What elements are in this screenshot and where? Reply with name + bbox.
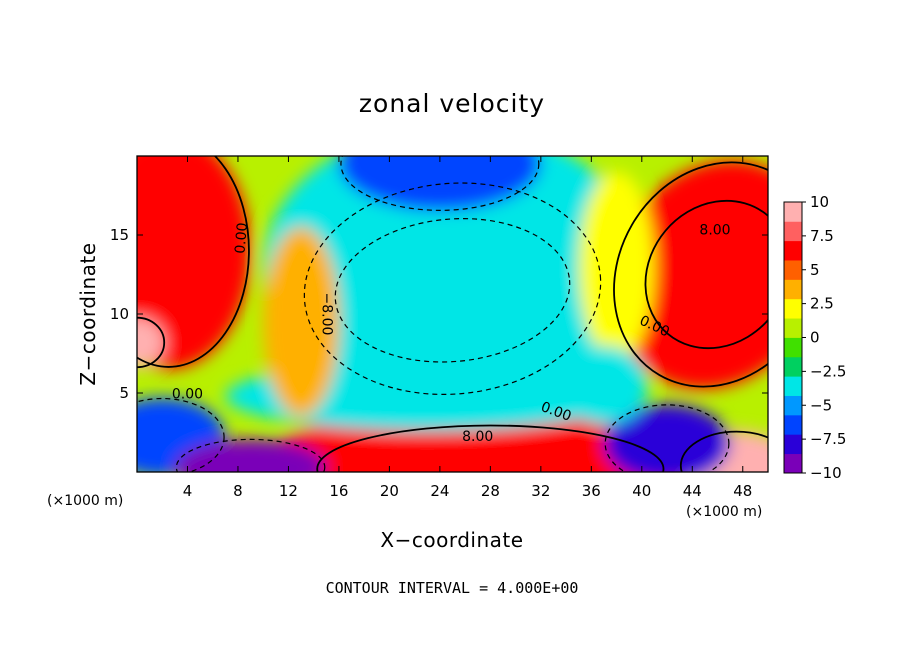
x-tick-label-7: 32	[531, 482, 550, 500]
colorbar-segment-0	[784, 453, 802, 474]
colorbar-segment-7	[784, 318, 802, 338]
contour-line-8	[316, 424, 665, 472]
contour-line-5	[613, 161, 768, 388]
colorbar-segment-5	[784, 356, 802, 377]
x-tick-label-1: 8	[233, 482, 243, 500]
colorbar-segment-6	[784, 337, 802, 358]
colorbar-segment-13	[784, 202, 802, 222]
colorbar-segment-3	[784, 395, 802, 416]
contour-line-6	[137, 156, 250, 368]
x-tick-label-2: 12	[279, 482, 298, 500]
colorbar-tick-label-5: −2.5	[810, 362, 846, 380]
x-axis-label: X−coordinate	[380, 528, 523, 552]
colorbar-segment-2	[784, 414, 802, 435]
colorbar-tick-label-7: −7.5	[810, 430, 846, 448]
colorbar-tick-label-8: −10	[810, 464, 842, 482]
field-region-6	[137, 156, 251, 370]
colorbar-tick-label-0: 10	[810, 193, 829, 211]
colorbar-tick-label-1: 7.5	[810, 227, 834, 245]
contour-line-4	[644, 199, 768, 350]
colorbar-tick-label-3: 2.5	[810, 295, 834, 313]
colorbar-segment-1	[784, 434, 802, 455]
contour-label-1: 0.00	[172, 387, 203, 403]
field-region-14	[603, 404, 731, 472]
x-tick-label-0: 4	[183, 482, 193, 500]
x-tick-label-5: 24	[430, 482, 449, 500]
x-unit-left: (×1000 m)	[47, 493, 123, 509]
colorbar-tick-label-2: 5	[810, 261, 820, 279]
plot-area: 0.000.000.000.008.008.00−8.00	[137, 156, 768, 472]
colorbar-tick-label-4: 0	[810, 329, 820, 347]
colorbar-tick-label-6: −5	[810, 396, 832, 414]
contour-label-0: 0.00	[232, 222, 251, 254]
contour-line-14	[604, 404, 730, 472]
colorbar-segment-11	[784, 240, 802, 261]
x-tick-label-10: 44	[683, 482, 702, 500]
colorbar: 10 7.5 5 2.5 0 −2.5 −5 −7.5 −10	[783, 193, 846, 482]
field-region-17	[559, 345, 649, 425]
contour-interval-footer: CONTOUR INTERVAL = 4.000E+00	[326, 579, 579, 597]
contour-label-4: 8.00	[699, 222, 730, 238]
colorbar-segment-9	[784, 279, 802, 300]
x-tick-label-11: 48	[733, 482, 752, 500]
x-tick-label-6: 28	[481, 482, 500, 500]
x-tick-label-3: 16	[329, 482, 348, 500]
field-region-2	[263, 156, 642, 409]
x-tick-label-8: 36	[582, 482, 601, 500]
contour-line-3	[340, 156, 540, 211]
y-tick-label-2: 15	[110, 226, 129, 244]
field-region-15	[263, 227, 339, 417]
x-unit-right: (×1000 m)	[686, 504, 762, 520]
chart-title: zonal velocity	[359, 89, 545, 118]
x-tick-label-4: 20	[380, 482, 399, 500]
y-axis-label: Z−coordinate	[76, 242, 100, 385]
x-axis-ticks: 4 8 12 16 20 24 28 32 36 40 44 48	[183, 156, 752, 500]
y-axis-ticks: 5 10 15	[110, 226, 768, 402]
contour-line-12	[175, 438, 326, 472]
field-region-7	[137, 317, 165, 368]
colorbar-segment-4	[784, 376, 802, 396]
contour-line-11	[137, 397, 225, 472]
colorbar-segment-8	[784, 298, 802, 319]
contour-line-13	[679, 430, 768, 472]
field-region-3	[338, 156, 541, 212]
contour-label-5: 8.00	[462, 429, 493, 445]
contour-label-6: −8.00	[318, 293, 334, 336]
x-tick-label-9: 40	[632, 482, 651, 500]
colorbar-segment-10	[784, 260, 802, 280]
field-region-12	[174, 438, 327, 472]
colorbar-segment-12	[784, 221, 802, 242]
y-tick-label-1: 10	[110, 305, 129, 323]
contour-line-1	[303, 182, 602, 396]
y-tick-label-0: 5	[119, 384, 129, 402]
